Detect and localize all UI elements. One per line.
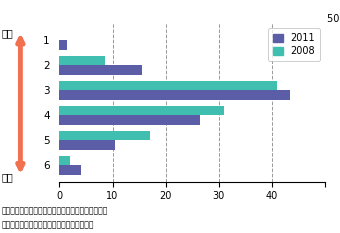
Text: 50 (%): 50 (%) (327, 14, 340, 24)
Bar (59, 65, 142, 75)
Bar (59, 90, 290, 99)
Bar (59, 40, 67, 49)
Text: 備考：数字が小さいほど、重要度が大きい。: 備考：数字が小さいほど、重要度が大きい。 (2, 220, 94, 229)
Text: 満足: 満足 (2, 28, 14, 38)
Bar (59, 140, 115, 150)
Bar (59, 130, 150, 140)
Bar (59, 55, 105, 65)
Bar (59, 115, 200, 124)
Bar (59, 165, 81, 175)
Bar (59, 81, 277, 90)
Legend: 2011, 2008: 2011, 2008 (268, 28, 320, 61)
Text: 不満: 不満 (2, 172, 14, 182)
Bar (59, 106, 224, 115)
Bar (59, 156, 70, 165)
Text: 資料：ドイツ商工会議所連盟アンケートから作成。: 資料：ドイツ商工会議所連盟アンケートから作成。 (2, 206, 108, 215)
